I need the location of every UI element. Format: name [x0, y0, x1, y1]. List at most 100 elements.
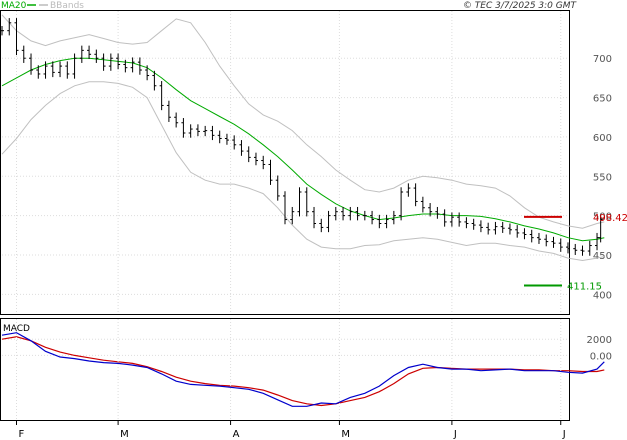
price-bar: [297, 187, 302, 217]
price-bar: [457, 212, 462, 227]
price-bar: [566, 242, 570, 254]
price-bar: [261, 155, 266, 170]
price-bar: [108, 53, 113, 71]
price-bar: [355, 206, 360, 221]
source-timestamp: © TEC 3/7/2025 3:0 GMT: [463, 1, 578, 11]
price-bar: [152, 70, 157, 91]
price-bar: [435, 206, 440, 219]
price-bar: [217, 130, 222, 144]
price-bar: [36, 65, 41, 79]
price-bar: [507, 223, 512, 235]
price-bar: [500, 221, 505, 233]
price-bar: [391, 210, 396, 225]
price-bar: [326, 210, 331, 233]
x-tick-label: J: [453, 429, 457, 440]
price-bar: [529, 229, 534, 243]
price-bar: [14, 18, 19, 56]
price-bar: [7, 18, 12, 36]
price-bar: [304, 187, 309, 217]
x-tick-label: M: [120, 429, 129, 440]
x-tick-label: F: [19, 429, 25, 440]
price-bar: [181, 118, 186, 138]
price-bar: [333, 206, 338, 221]
price-bar: [486, 222, 491, 235]
price-bar: [203, 125, 208, 137]
price-bar: [101, 53, 106, 71]
price-bar: [29, 53, 34, 75]
support-label: 411.15: [567, 282, 602, 293]
price-bar: [420, 196, 425, 213]
price-tick-label: 400: [593, 290, 612, 301]
price-bar: [224, 133, 229, 145]
bbands-upper-line: [1, 14, 605, 229]
price-bar: [551, 236, 556, 248]
bbands-lower-line: [1, 81, 605, 262]
macd-y-axis: 2000 0.00: [587, 335, 612, 362]
price-bar: [471, 218, 476, 230]
price-bar: [413, 183, 418, 207]
bbands-legend-label: BBands: [50, 1, 84, 11]
price-bar: [406, 183, 411, 197]
price-bar: [159, 81, 164, 111]
price-tick-label: 700: [593, 54, 612, 65]
price-bar: [595, 232, 600, 251]
price-bar: [195, 124, 200, 137]
price-bar: [253, 152, 258, 166]
price-bar: [573, 243, 578, 255]
price-bar: [370, 210, 375, 225]
price-bar: [79, 45, 84, 63]
x-tick-label: A: [233, 429, 240, 440]
price-bar: [174, 112, 179, 128]
price-bar: [493, 221, 498, 235]
price-bar: [442, 209, 447, 227]
macd-line: [1, 332, 605, 407]
price-bar: [428, 203, 433, 217]
price-bars: [0, 18, 603, 256]
price-panel-frame: [0, 10, 570, 315]
price-bar: [166, 100, 171, 122]
price-bar: [536, 232, 541, 244]
macd-tick-label: 0.00: [590, 351, 612, 362]
price-bar: [232, 135, 237, 150]
price-bar: [544, 234, 549, 247]
price-tick-label: 500: [593, 212, 612, 223]
macd-lines: [1, 332, 605, 407]
price-bar: [290, 206, 295, 225]
price-bar: [312, 206, 317, 229]
ma20-legend-label: MA20: [1, 1, 27, 11]
price-bar: [130, 57, 135, 73]
price-bar: [145, 65, 150, 81]
price-bar: [94, 49, 99, 63]
price-bar: [362, 210, 367, 221]
price-bar: [43, 61, 48, 79]
price-bar: [341, 206, 346, 221]
price-bar: [515, 225, 520, 238]
price-bar: [522, 228, 527, 240]
price-bar: [50, 61, 55, 78]
resistance-label: 498.42: [593, 213, 627, 224]
price-bar: [580, 245, 585, 256]
price-bar: [123, 59, 128, 73]
price-tick-label: 600: [593, 133, 612, 144]
price-bar: [377, 214, 382, 229]
price-bar: [246, 146, 251, 163]
price-bar: [478, 220, 483, 233]
macd-panel-title: MACD: [3, 324, 30, 334]
support-resistance-levels: 498.42 411.15: [524, 213, 627, 293]
price-bar: [275, 175, 280, 201]
price-bar: [587, 240, 592, 256]
price-bar: [210, 125, 215, 141]
bollinger-bands: [1, 14, 605, 262]
price-bar: [72, 53, 77, 79]
price-bar: [399, 187, 404, 221]
price-bar: [449, 212, 454, 227]
price-bar: [87, 45, 92, 60]
price-bar: [0, 25, 4, 36]
price-bar: [137, 57, 142, 75]
x-tick-label: J: [562, 429, 566, 440]
price-bar: [188, 124, 193, 138]
price-bar: [464, 217, 469, 229]
